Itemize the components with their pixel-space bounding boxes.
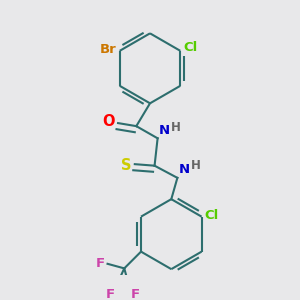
Text: N: N xyxy=(159,124,170,137)
Text: Cl: Cl xyxy=(183,41,198,54)
Text: Cl: Cl xyxy=(205,208,219,222)
Text: F: F xyxy=(106,287,115,300)
Text: H: H xyxy=(171,121,181,134)
Text: O: O xyxy=(103,114,115,129)
Text: Br: Br xyxy=(100,43,117,56)
Text: F: F xyxy=(130,287,140,300)
Text: N: N xyxy=(178,163,189,176)
Text: F: F xyxy=(96,257,105,270)
Text: S: S xyxy=(121,158,132,173)
Text: H: H xyxy=(190,159,200,172)
